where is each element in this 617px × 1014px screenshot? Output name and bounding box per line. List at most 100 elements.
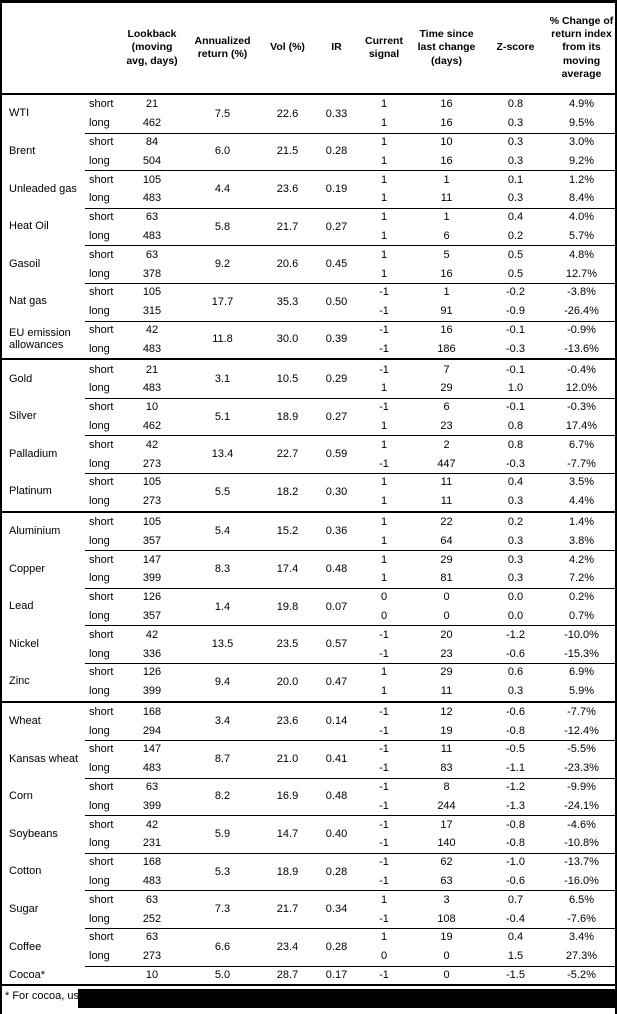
leg-label-cell: short <box>89 135 114 148</box>
pct-change-cell: -0.3% <box>567 401 596 414</box>
commodity-name: Sugar <box>9 902 39 915</box>
time-since-change-cell: 81 <box>440 572 453 585</box>
leg-label-cell: long <box>89 572 110 585</box>
leg-label-cell: short <box>89 893 114 906</box>
leg-label-cell: long <box>89 192 110 205</box>
zscore-cell: -0.1 <box>506 363 525 376</box>
zscore-cell: 1.5 <box>507 950 524 963</box>
annualized-return-cell: 17.7 <box>211 295 234 308</box>
pct-change-cell: 0.2% <box>568 591 595 604</box>
annualized-return-cell: 5.3 <box>214 865 231 878</box>
leg-label-cell: long <box>89 837 110 850</box>
zscore-cell: 0.3 <box>507 495 524 508</box>
vol-cell: 21.7 <box>276 903 299 916</box>
zscore-cell: 0.1 <box>507 173 524 186</box>
commodity-name: Soybeans <box>9 827 58 840</box>
pct-change-cell: -16.0% <box>564 875 599 888</box>
current-signal-cell: 1 <box>380 117 388 130</box>
vol-cell: 16.9 <box>276 790 299 803</box>
time-since-change-cell: 83 <box>440 762 453 775</box>
table-section: Gold short 21 -1 7 -0.1 -0.4% long 483 1 29 1.0 12.0… <box>2 358 615 510</box>
lookback-cell: 42 <box>145 628 159 641</box>
commodity-name: Gasoil <box>9 257 41 270</box>
leg-label-cell: short <box>89 931 114 944</box>
pct-change-cell: 3.4% <box>568 931 595 944</box>
zscore-cell: -0.6 <box>506 705 525 718</box>
leg-label-cell: short <box>89 818 114 831</box>
commodity-name: Palladium <box>9 447 58 460</box>
current-signal-cell: 1 <box>380 438 388 451</box>
leg-label-cell: short <box>89 323 114 336</box>
current-signal-cell: 1 <box>380 893 388 906</box>
zscore-cell: 0.4 <box>507 931 524 944</box>
commodity-group: Cotton short 168 -1 62 -1.0 -13.7% long 483 -1 63 -… <box>2 852 615 891</box>
pct-change-cell: -7.6% <box>567 912 596 925</box>
current-signal-cell: 1 <box>380 267 388 280</box>
lookback-cell: 42 <box>145 438 159 451</box>
vol-cell: 15.2 <box>276 525 299 538</box>
lookback-cell: 105 <box>142 515 162 528</box>
zscore-cell: -0.2 <box>506 286 525 299</box>
leg-label-cell: long <box>89 912 110 925</box>
lookback-cell: 273 <box>142 457 162 470</box>
time-since-change-cell: 23 <box>440 647 453 660</box>
time-since-change-cell: 1 <box>443 286 450 299</box>
time-since-change-cell: 63 <box>440 875 453 888</box>
time-since-change-cell: 17 <box>440 818 453 831</box>
col-header-current-signal: Current signal <box>365 34 403 60</box>
leg-label-cell: short <box>89 286 114 299</box>
commodity-name: EU emission allowances <box>9 326 71 352</box>
pct-change-cell: -10.8% <box>564 837 599 850</box>
vol-cell: 23.4 <box>276 940 299 953</box>
commodity-group: Soybeans short 42 -1 17 -0.8 -4.6% long 231 -1 140… <box>2 815 615 853</box>
current-signal-cell: -1 <box>379 912 389 925</box>
current-signal-cell: -1 <box>379 705 389 718</box>
current-signal-cell: 1 <box>380 135 388 148</box>
pct-change-cell: -7.7% <box>567 705 596 718</box>
zscore-cell: 0.6 <box>507 666 524 679</box>
pct-change-cell: -0.4% <box>567 363 596 376</box>
zscore-cell: 0.2 <box>507 515 524 528</box>
leg-label-cell: short <box>89 248 114 261</box>
time-since-change-cell: 12 <box>440 705 453 718</box>
ir-cell: 0.17 <box>325 969 348 982</box>
time-since-change-cell: 22 <box>440 515 453 528</box>
time-since-change-cell: 1 <box>443 173 450 186</box>
pct-change-cell: 1.2% <box>568 173 595 186</box>
ir-cell: 0.19 <box>325 182 348 195</box>
annualized-return-cell: 3.4 <box>214 715 231 728</box>
zscore-cell: -0.4 <box>506 912 525 925</box>
pct-change-cell: -24.1% <box>564 799 599 812</box>
ir-cell: 0.45 <box>325 258 348 271</box>
zscore-cell: 0.3 <box>507 135 524 148</box>
zscore-cell: 0.0 <box>507 609 524 622</box>
current-signal-cell: -1 <box>379 286 389 299</box>
vol-cell: 18.9 <box>276 410 299 423</box>
annualized-return-cell: 7.5 <box>214 107 231 120</box>
current-signal-cell: 1 <box>380 495 388 508</box>
lookback-cell: 378 <box>142 267 162 280</box>
lookback-cell: 483 <box>142 762 162 775</box>
leg-label-cell: short <box>89 591 114 604</box>
ir-cell: 0.48 <box>325 562 348 575</box>
commodity-name: Nat gas <box>9 295 47 308</box>
commodity-name: Cocoa* <box>9 968 46 981</box>
annualized-return-cell: 9.2 <box>214 258 231 271</box>
footnote-row: * For cocoa, uses c <box>2 986 615 1011</box>
ir-cell: 0.30 <box>325 485 348 498</box>
lookback-cell: 252 <box>142 912 162 925</box>
table-section: Wheat short 168 -1 12 -0.6 -7.7% long 294 -1 19 -0.… <box>2 700 615 985</box>
leg-label-cell: long <box>89 685 110 698</box>
commodity-group: Copper short 147 1 29 0.3 4.2% long 399 1 81 0.3 7.2… <box>2 550 615 588</box>
zscore-cell: 0.3 <box>507 685 524 698</box>
pct-change-cell: -23.3% <box>564 762 599 775</box>
leg-label-cell: long <box>89 457 110 470</box>
zscore-cell: -0.6 <box>506 875 525 888</box>
annualized-return-cell: 5.8 <box>214 220 231 233</box>
time-since-change-cell: 20 <box>440 628 453 641</box>
annualized-return-cell: 8.3 <box>214 562 231 575</box>
col-header-zscore: Z-score <box>496 41 535 54</box>
lookback-cell: 147 <box>142 553 162 566</box>
time-since-change-cell: 6 <box>443 401 450 414</box>
ir-cell: 0.28 <box>325 145 348 158</box>
